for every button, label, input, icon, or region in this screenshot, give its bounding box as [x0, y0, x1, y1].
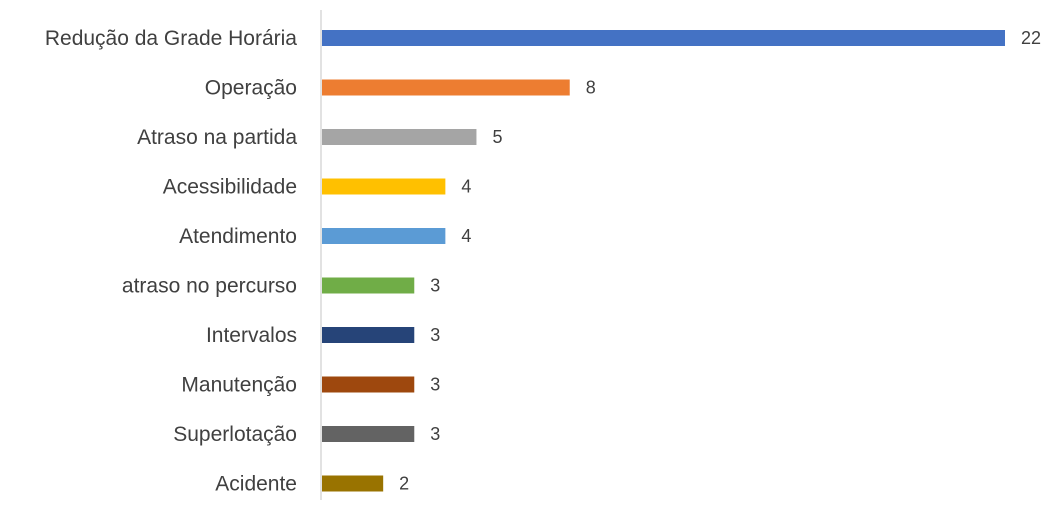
bar-2: [322, 129, 477, 145]
category-label-7: Manutenção: [181, 374, 297, 397]
category-label-3: Acessibilidade: [163, 176, 297, 199]
value-label-2: 5: [492, 127, 502, 147]
category-label-9: Acidente: [215, 473, 297, 496]
category-label-8: Superlotação: [173, 423, 297, 446]
value-label-3: 4: [461, 177, 471, 197]
bar-9: [322, 475, 384, 492]
bar-3: [322, 178, 446, 195]
value-labels: 22 8 5 4 4 3 3 3 3 2: [399, 28, 1041, 494]
bar-0: [322, 30, 1005, 46]
category-label-4: Atendimento: [179, 225, 297, 248]
category-label-5: atraso no percurso: [122, 275, 297, 298]
value-label-0: 22: [1021, 28, 1041, 48]
bar-4: [322, 228, 446, 244]
category-label-1: Operação: [205, 77, 297, 100]
bar-8: [322, 426, 415, 442]
bar-6: [322, 327, 415, 343]
category-label-0: Redução da Grade Horária: [45, 27, 297, 50]
category-label-2: Atraso na partida: [137, 126, 297, 149]
category-labels: Redução da Grade Horária Operação Atraso n…: [45, 27, 297, 496]
value-label-1: 8: [586, 78, 596, 98]
category-label-6: Intervalos: [206, 324, 297, 347]
value-label-8: 3: [430, 424, 440, 444]
value-label-6: 3: [430, 325, 440, 345]
value-label-5: 3: [430, 276, 440, 296]
bar-5: [322, 277, 415, 294]
value-label-7: 3: [430, 375, 440, 395]
value-label-4: 4: [461, 226, 471, 246]
bar-7: [322, 376, 415, 393]
bars-layer: [322, 30, 1005, 492]
value-label-9: 2: [399, 474, 409, 494]
bar-1: [322, 79, 570, 96]
